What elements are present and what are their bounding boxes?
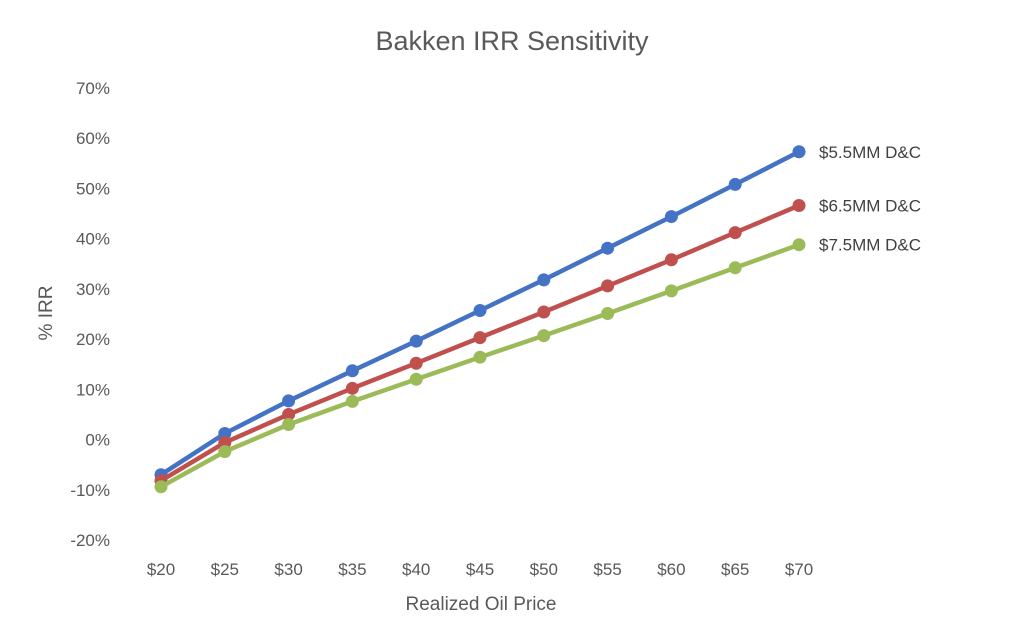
series-3: $7.5MM D&C: [154, 236, 921, 494]
data-point: [345, 394, 359, 408]
y-tick-label: 10%: [76, 380, 110, 399]
y-tick-label: 40%: [76, 230, 110, 249]
series-label: $7.5MM D&C: [819, 236, 921, 255]
y-tick-label: 30%: [76, 280, 110, 299]
x-axis-ticks: $20 $25 $30 $35 $40 $45 $50 $55 $60 $65 $70: [147, 560, 813, 579]
series-label: $6.5MM D&C: [819, 197, 921, 216]
data-point: [537, 329, 551, 343]
data-point: [218, 436, 232, 450]
x-tick-label: $70: [785, 560, 813, 579]
y-tick-label: 70%: [76, 79, 110, 98]
y-tick-label: -10%: [70, 481, 110, 500]
y-tick-label: -20%: [70, 531, 110, 550]
data-point: [345, 381, 359, 395]
data-point: [282, 407, 296, 421]
data-point: [409, 372, 423, 386]
x-tick-label: $45: [466, 560, 494, 579]
x-tick-label: $30: [274, 560, 302, 579]
data-point: [664, 284, 678, 298]
series-1: $5.5MM D&C: [154, 143, 921, 482]
y-axis-title: % IRR: [36, 286, 57, 341]
data-point: [409, 356, 423, 370]
x-tick-label: $55: [593, 560, 621, 579]
series-label: $5.5MM D&C: [819, 143, 921, 162]
y-axis-ticks: -20% -10% 0% 10% 20% 30% 40% 50% 60% 70%: [70, 79, 110, 550]
y-tick-label: 20%: [76, 330, 110, 349]
x-tick-label: $25: [211, 560, 239, 579]
data-point: [792, 238, 806, 252]
x-tick-label: $20: [147, 560, 175, 579]
x-axis-title: Realized Oil Price: [406, 594, 557, 615]
data-point: [601, 241, 615, 255]
data-point: [218, 427, 232, 441]
y-tick-label: 50%: [76, 179, 110, 198]
data-point: [282, 394, 296, 408]
data-point: [664, 210, 678, 224]
x-tick-label: $35: [338, 560, 366, 579]
data-point: [728, 177, 742, 191]
y-tick-label: 0%: [85, 431, 110, 450]
data-point: [218, 445, 232, 459]
data-point: [154, 480, 168, 494]
data-point: [282, 417, 296, 431]
data-point: [728, 226, 742, 240]
data-point: [792, 145, 806, 159]
x-tick-label: $60: [657, 560, 685, 579]
data-point: [601, 306, 615, 320]
data-point: [537, 305, 551, 319]
data-point: [792, 199, 806, 213]
data-point: [728, 261, 742, 275]
data-point: [409, 334, 423, 348]
x-tick-label: $50: [530, 560, 558, 579]
series-2: $6.5MM D&C: [154, 197, 921, 488]
data-point: [473, 331, 487, 345]
data-point: [537, 273, 551, 287]
data-point: [601, 279, 615, 293]
chart-title: Bakken IRR Sensitivity: [375, 26, 649, 56]
data-point: [664, 253, 678, 267]
x-tick-label: $65: [721, 560, 749, 579]
data-point: [345, 364, 359, 378]
data-point: [473, 303, 487, 317]
y-tick-label: 60%: [76, 129, 110, 148]
series-group: $5.5MM D&C $6.5MM D&C $7.5MM D&C: [154, 143, 921, 494]
data-point: [473, 350, 487, 364]
x-tick-label: $40: [402, 560, 430, 579]
series-line: [158, 242, 802, 490]
